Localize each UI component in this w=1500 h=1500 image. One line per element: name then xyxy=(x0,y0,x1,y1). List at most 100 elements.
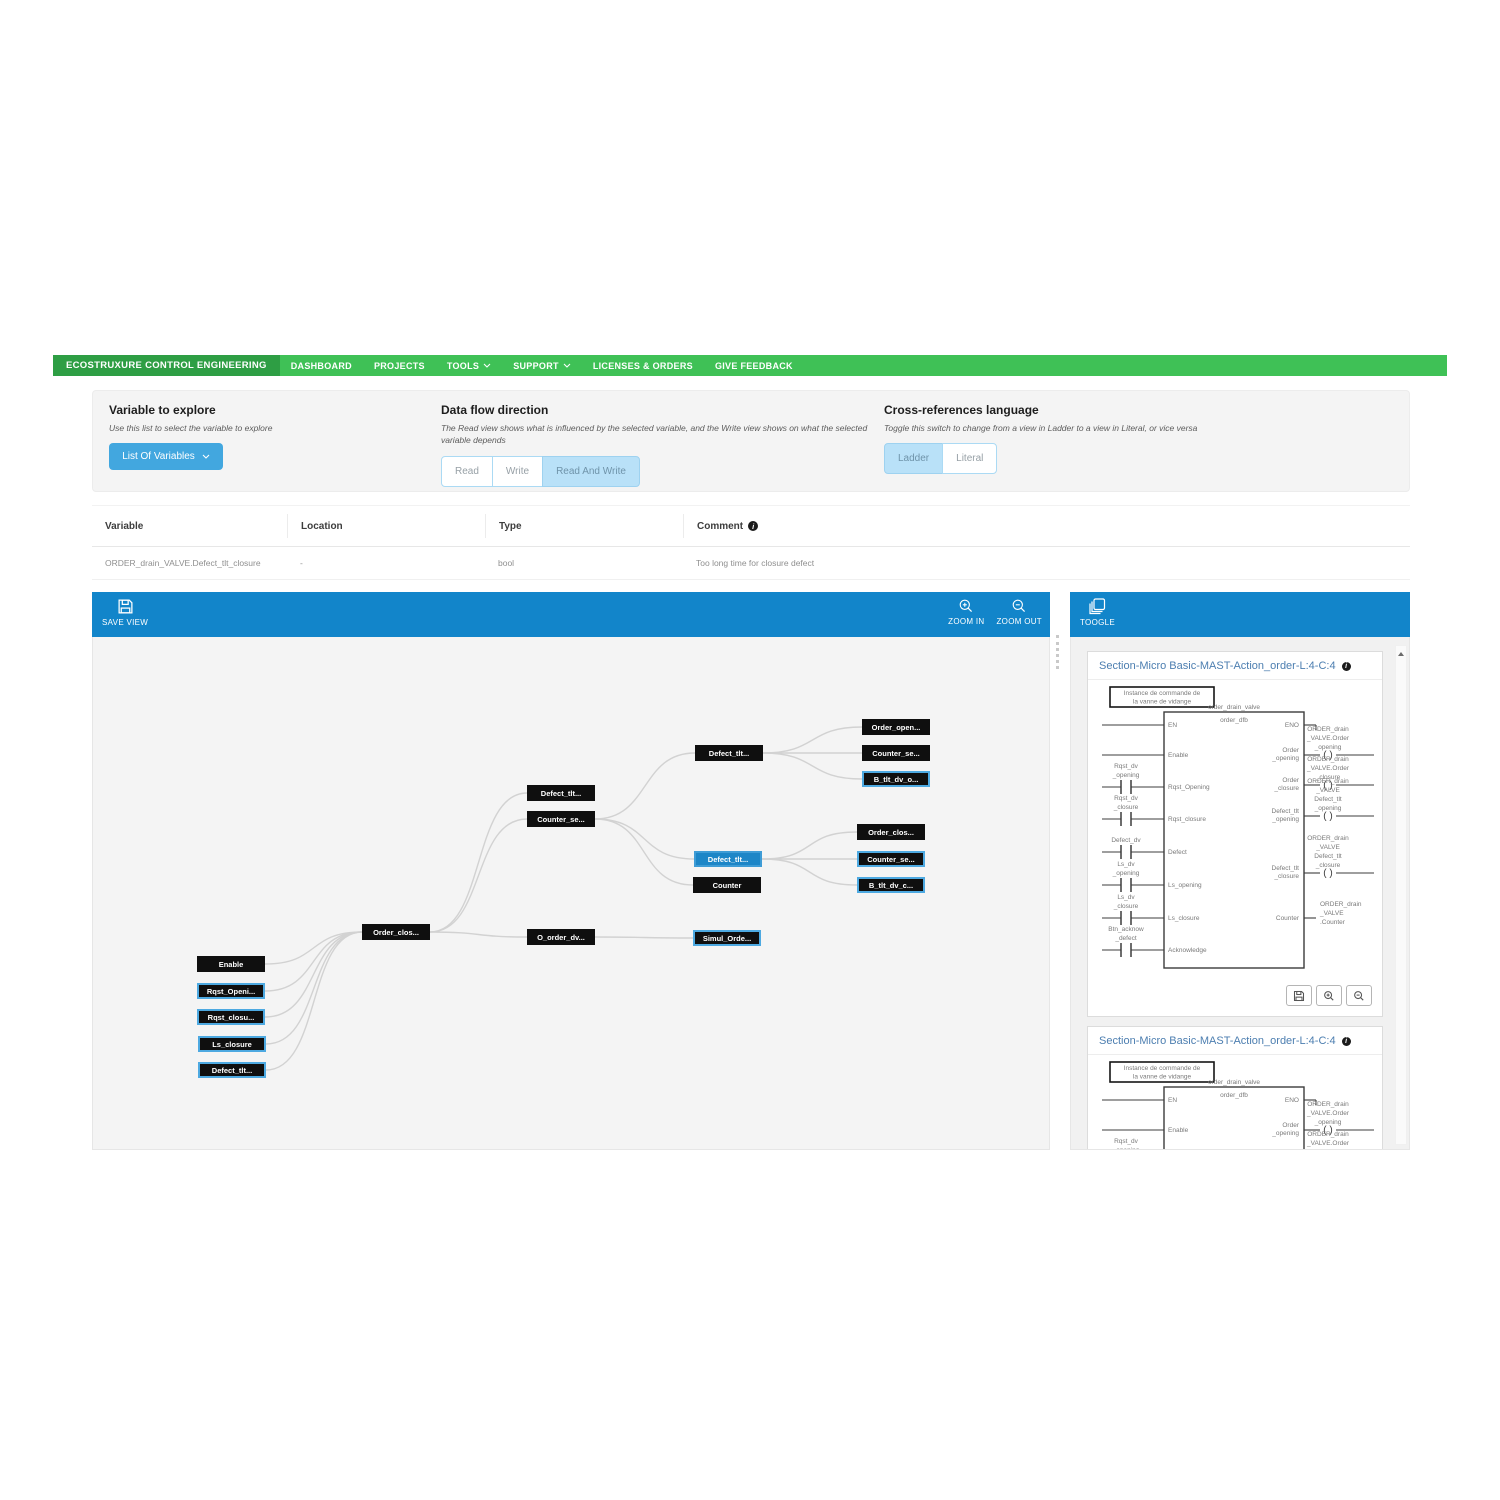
svg-text:_closure: _closure xyxy=(1273,873,1299,880)
svg-text:Order: Order xyxy=(1282,1122,1299,1129)
graph-node-b_tlt_dv_o[interactable]: B_tlt_dv_o... xyxy=(862,771,930,787)
graph-node-o_order_dv[interactable]: O_order_dv... xyxy=(527,929,595,945)
language-option-ladder[interactable]: Ladder xyxy=(884,443,944,475)
ladder-card-actions xyxy=(1088,983,1382,1016)
svg-text:Counter: Counter xyxy=(1276,915,1300,922)
list-of-variables-button[interactable]: List Of Variables xyxy=(109,443,223,471)
info-icon[interactable] xyxy=(1341,1036,1351,1046)
section-title: Data flow direction xyxy=(441,403,549,417)
info-icon[interactable] xyxy=(748,521,759,531)
zoom-in-icon xyxy=(959,599,973,613)
graph-node-rqst_opening[interactable]: Rqst_Openi... xyxy=(197,983,265,999)
variable-to-explore-section: Variable to explore Use this list to sel… xyxy=(109,403,409,471)
zoom-out-button[interactable] xyxy=(1346,985,1372,1006)
table-row[interactable]: ORDER_drain_VALVE.Defect_tlt_closure - b… xyxy=(92,547,1410,580)
cell-location: - xyxy=(300,558,303,568)
nav-item-dashboard[interactable]: DASHBOARD xyxy=(290,360,352,371)
svg-text:order_dfb: order_dfb xyxy=(1220,717,1248,724)
svg-text:Ls_closure: Ls_closure xyxy=(1168,915,1200,922)
zoom-in-icon xyxy=(1324,990,1334,1001)
save-icon xyxy=(1293,990,1305,1001)
scrollbar-up-arrow[interactable] xyxy=(1396,648,1406,660)
graph-node-rqst_closure[interactable]: Rqst_closu... xyxy=(197,1009,265,1025)
panel-splitter-handle[interactable] xyxy=(1056,635,1059,669)
nav-item-licenses-orders[interactable]: LICENSES & ORDERS xyxy=(592,360,693,371)
svg-text:_closure: _closure xyxy=(1315,1149,1341,1150)
brand-title[interactable]: ECOSTRUXURE CONTROL ENGINEERING xyxy=(53,355,280,376)
cell-comment: Too long time for closure defect xyxy=(696,558,815,568)
cross-references-panel: TOOGLE Section-Micro Basic-MAST-Action_o… xyxy=(1070,592,1410,1150)
svg-text:( ): ( ) xyxy=(1323,868,1332,879)
svg-text:order_drain_valve: order_drain_valve xyxy=(1208,704,1260,711)
graph-node-defect_tlt_mid[interactable]: Defect_tlt... xyxy=(527,785,595,801)
graph-canvas[interactable]: Enable Rqst_Openi... Rqst_closu... Ls_closu… xyxy=(92,637,1050,1150)
graph-node-order_clos_mid[interactable]: Order_clos... xyxy=(362,924,430,940)
svg-text:ORDER_drain: ORDER_drain xyxy=(1307,726,1349,733)
ladder-svg: Instance de commande de la vanne de vidan… xyxy=(1102,686,1374,969)
graph-node-counter_se_mid[interactable]: Counter_se... xyxy=(527,811,595,827)
right-panel-scrollbar[interactable] xyxy=(1395,645,1407,1145)
right-toolbar: TOOGLE xyxy=(1070,592,1410,637)
save-view-button[interactable]: SAVE VIEW xyxy=(102,598,148,627)
stacked-pages-icon xyxy=(1089,598,1106,615)
svg-text:EN: EN xyxy=(1168,1097,1177,1104)
svg-text:( ): ( ) xyxy=(1323,811,1332,822)
controls-panel: Variable to explore Use this list to sel… xyxy=(92,390,1410,492)
nav-item-give-feedback[interactable]: GIVE FEEDBACK xyxy=(714,360,793,371)
ladder-card-title[interactable]: Section-Micro Basic-MAST-Action_order-L:… xyxy=(1088,1027,1382,1055)
dataflow-option-write[interactable]: Write xyxy=(491,455,544,487)
zoom-out-button[interactable]: ZOOM OUT xyxy=(996,598,1042,626)
graph-node-counter_se_r[interactable]: Counter_se... xyxy=(857,851,925,867)
dependency-graph-panel: SAVE VIEW ZOOM IN ZOOM OUT Enable Rqst_Op… xyxy=(92,592,1050,1150)
graph-node-order_open_r[interactable]: Order_open... xyxy=(862,719,930,735)
svg-text:_VALVE: _VALVE xyxy=(1319,910,1344,917)
ladder-svg: Instance de commande de la vanne de vidan… xyxy=(1102,1061,1374,1150)
graph-node-counter_se_tr[interactable]: Counter_se... xyxy=(862,745,930,761)
section-help: The Read view shows what is influenced b… xyxy=(441,423,868,446)
svg-text:Ls_dv: Ls_dv xyxy=(1117,894,1135,901)
svg-text:Acknowledge: Acknowledge xyxy=(1168,947,1207,954)
svg-text:Order: Order xyxy=(1282,777,1299,784)
svg-text:ORDER_drain: ORDER_drain xyxy=(1307,778,1349,785)
save-button[interactable] xyxy=(1286,985,1312,1006)
language-option-literal[interactable]: Literal xyxy=(942,443,998,475)
graph-node-defect_tlt_sel[interactable]: Defect_tlt... xyxy=(694,851,762,867)
svg-text:_VALVE.Order: _VALVE.Order xyxy=(1306,1140,1350,1147)
chevron-down-icon xyxy=(563,363,571,368)
graph-node-simul_orde[interactable]: Simul_Orde... xyxy=(693,930,761,946)
svg-text:_closure: _closure xyxy=(1113,903,1139,910)
svg-text:la vanne de vidange: la vanne de vidange xyxy=(1133,1074,1192,1081)
svg-text:Ls_dv: Ls_dv xyxy=(1117,861,1135,868)
info-icon[interactable] xyxy=(1341,661,1351,671)
graph-node-defect_tlt_left[interactable]: Defect_tlt... xyxy=(198,1062,266,1078)
graph-node-b_tlt_dv_c[interactable]: B_tlt_dv_c... xyxy=(857,877,925,893)
ladder-cards-container: Section-Micro Basic-MAST-Action_order-L:… xyxy=(1070,637,1410,1150)
dataflow-option-read-and-write[interactable]: Read And Write xyxy=(542,455,640,487)
graph-node-ls_closure[interactable]: Ls_closure xyxy=(198,1036,266,1052)
graph-node-enable[interactable]: Enable xyxy=(197,956,265,972)
zoom-out-icon xyxy=(1354,990,1364,1001)
zoom-in-button[interactable] xyxy=(1316,985,1342,1006)
svg-text:_opening: _opening xyxy=(1314,1119,1342,1126)
svg-text:Defect_tlt: Defect_tlt xyxy=(1272,865,1300,872)
svg-text:_VALVE.Order: _VALVE.Order xyxy=(1306,735,1350,742)
svg-text:_opening: _opening xyxy=(1271,755,1299,762)
zoom-out-icon xyxy=(1012,599,1026,613)
zoom-in-button[interactable]: ZOOM IN xyxy=(948,598,984,626)
svg-text:Ls_opening: Ls_opening xyxy=(1168,882,1202,889)
svg-text:Defect_tlt: Defect_tlt xyxy=(1314,796,1342,803)
nav-item-support[interactable]: SUPPORT xyxy=(502,355,582,376)
dataflow-option-read[interactable]: Read xyxy=(441,455,493,487)
graph-node-order_clos_r[interactable]: Order_clos... xyxy=(857,824,925,840)
toggle-button[interactable]: TOOGLE xyxy=(1080,598,1115,627)
ladder-card-title[interactable]: Section-Micro Basic-MAST-Action_order-L:… xyxy=(1088,652,1382,680)
svg-text:Rqst_Opening: Rqst_Opening xyxy=(1168,784,1210,791)
section-help: Use this list to select the variable to … xyxy=(109,423,273,433)
nav-item-tools[interactable]: TOOLS xyxy=(436,355,502,376)
svg-text:_VALVE.Order: _VALVE.Order xyxy=(1306,765,1350,772)
nav-item-projects[interactable]: PROJECTS xyxy=(373,360,425,371)
graph-node-counter[interactable]: Counter xyxy=(693,877,761,893)
svg-text:ORDER_drain: ORDER_drain xyxy=(1307,756,1349,763)
graph-node-defect_tlt_top[interactable]: Defect_tlt... xyxy=(695,745,763,761)
